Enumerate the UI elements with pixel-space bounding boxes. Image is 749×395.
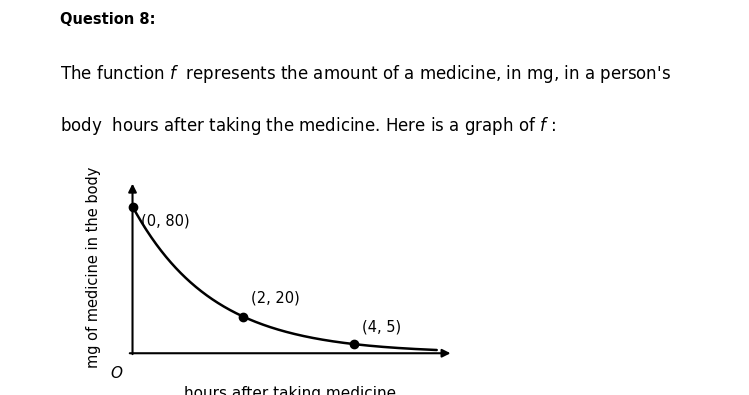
Text: (0, 80): (0, 80) <box>141 214 189 229</box>
Text: The function $f$  represents the amount of a medicine, in mg, in a person's: The function $f$ represents the amount o… <box>60 63 671 85</box>
Text: Question 8:: Question 8: <box>60 12 156 27</box>
Text: mg of medicine in the body: mg of medicine in the body <box>86 166 101 368</box>
Text: body  hours after taking the medicine. Here is a graph of $f$ :: body hours after taking the medicine. He… <box>60 115 557 137</box>
Text: hours after taking medicine: hours after taking medicine <box>184 386 396 395</box>
Text: (2, 20): (2, 20) <box>252 291 300 306</box>
Text: (4, 5): (4, 5) <box>362 320 401 335</box>
Text: O: O <box>111 366 123 381</box>
